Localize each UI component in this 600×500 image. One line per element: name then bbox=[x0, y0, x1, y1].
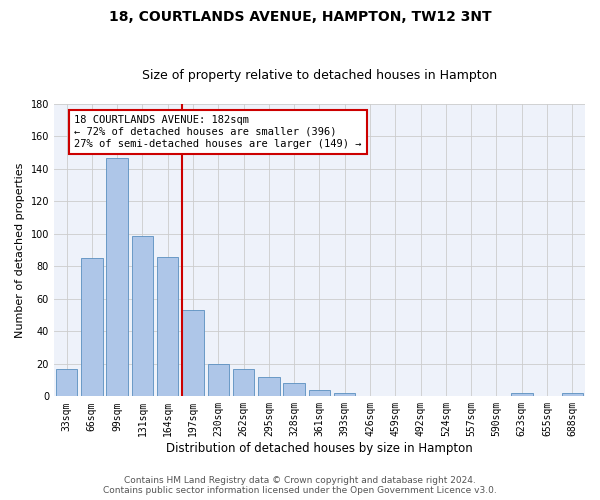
Bar bbox=[258, 377, 280, 396]
Bar bbox=[283, 384, 305, 396]
Text: 18 COURTLANDS AVENUE: 182sqm
← 72% of detached houses are smaller (396)
27% of s: 18 COURTLANDS AVENUE: 182sqm ← 72% of de… bbox=[74, 116, 362, 148]
Bar bbox=[56, 368, 77, 396]
Bar bbox=[511, 393, 533, 396]
Bar bbox=[157, 256, 178, 396]
Text: Contains HM Land Registry data © Crown copyright and database right 2024.
Contai: Contains HM Land Registry data © Crown c… bbox=[103, 476, 497, 495]
Bar bbox=[233, 368, 254, 396]
Bar bbox=[334, 393, 355, 396]
Bar bbox=[208, 364, 229, 396]
Bar bbox=[562, 393, 583, 396]
Bar bbox=[309, 390, 330, 396]
Bar bbox=[182, 310, 204, 396]
Title: Size of property relative to detached houses in Hampton: Size of property relative to detached ho… bbox=[142, 69, 497, 82]
Bar bbox=[81, 258, 103, 396]
Bar bbox=[106, 158, 128, 396]
Text: 18, COURTLANDS AVENUE, HAMPTON, TW12 3NT: 18, COURTLANDS AVENUE, HAMPTON, TW12 3NT bbox=[109, 10, 491, 24]
Y-axis label: Number of detached properties: Number of detached properties bbox=[15, 162, 25, 338]
X-axis label: Distribution of detached houses by size in Hampton: Distribution of detached houses by size … bbox=[166, 442, 473, 455]
Bar bbox=[131, 236, 153, 396]
